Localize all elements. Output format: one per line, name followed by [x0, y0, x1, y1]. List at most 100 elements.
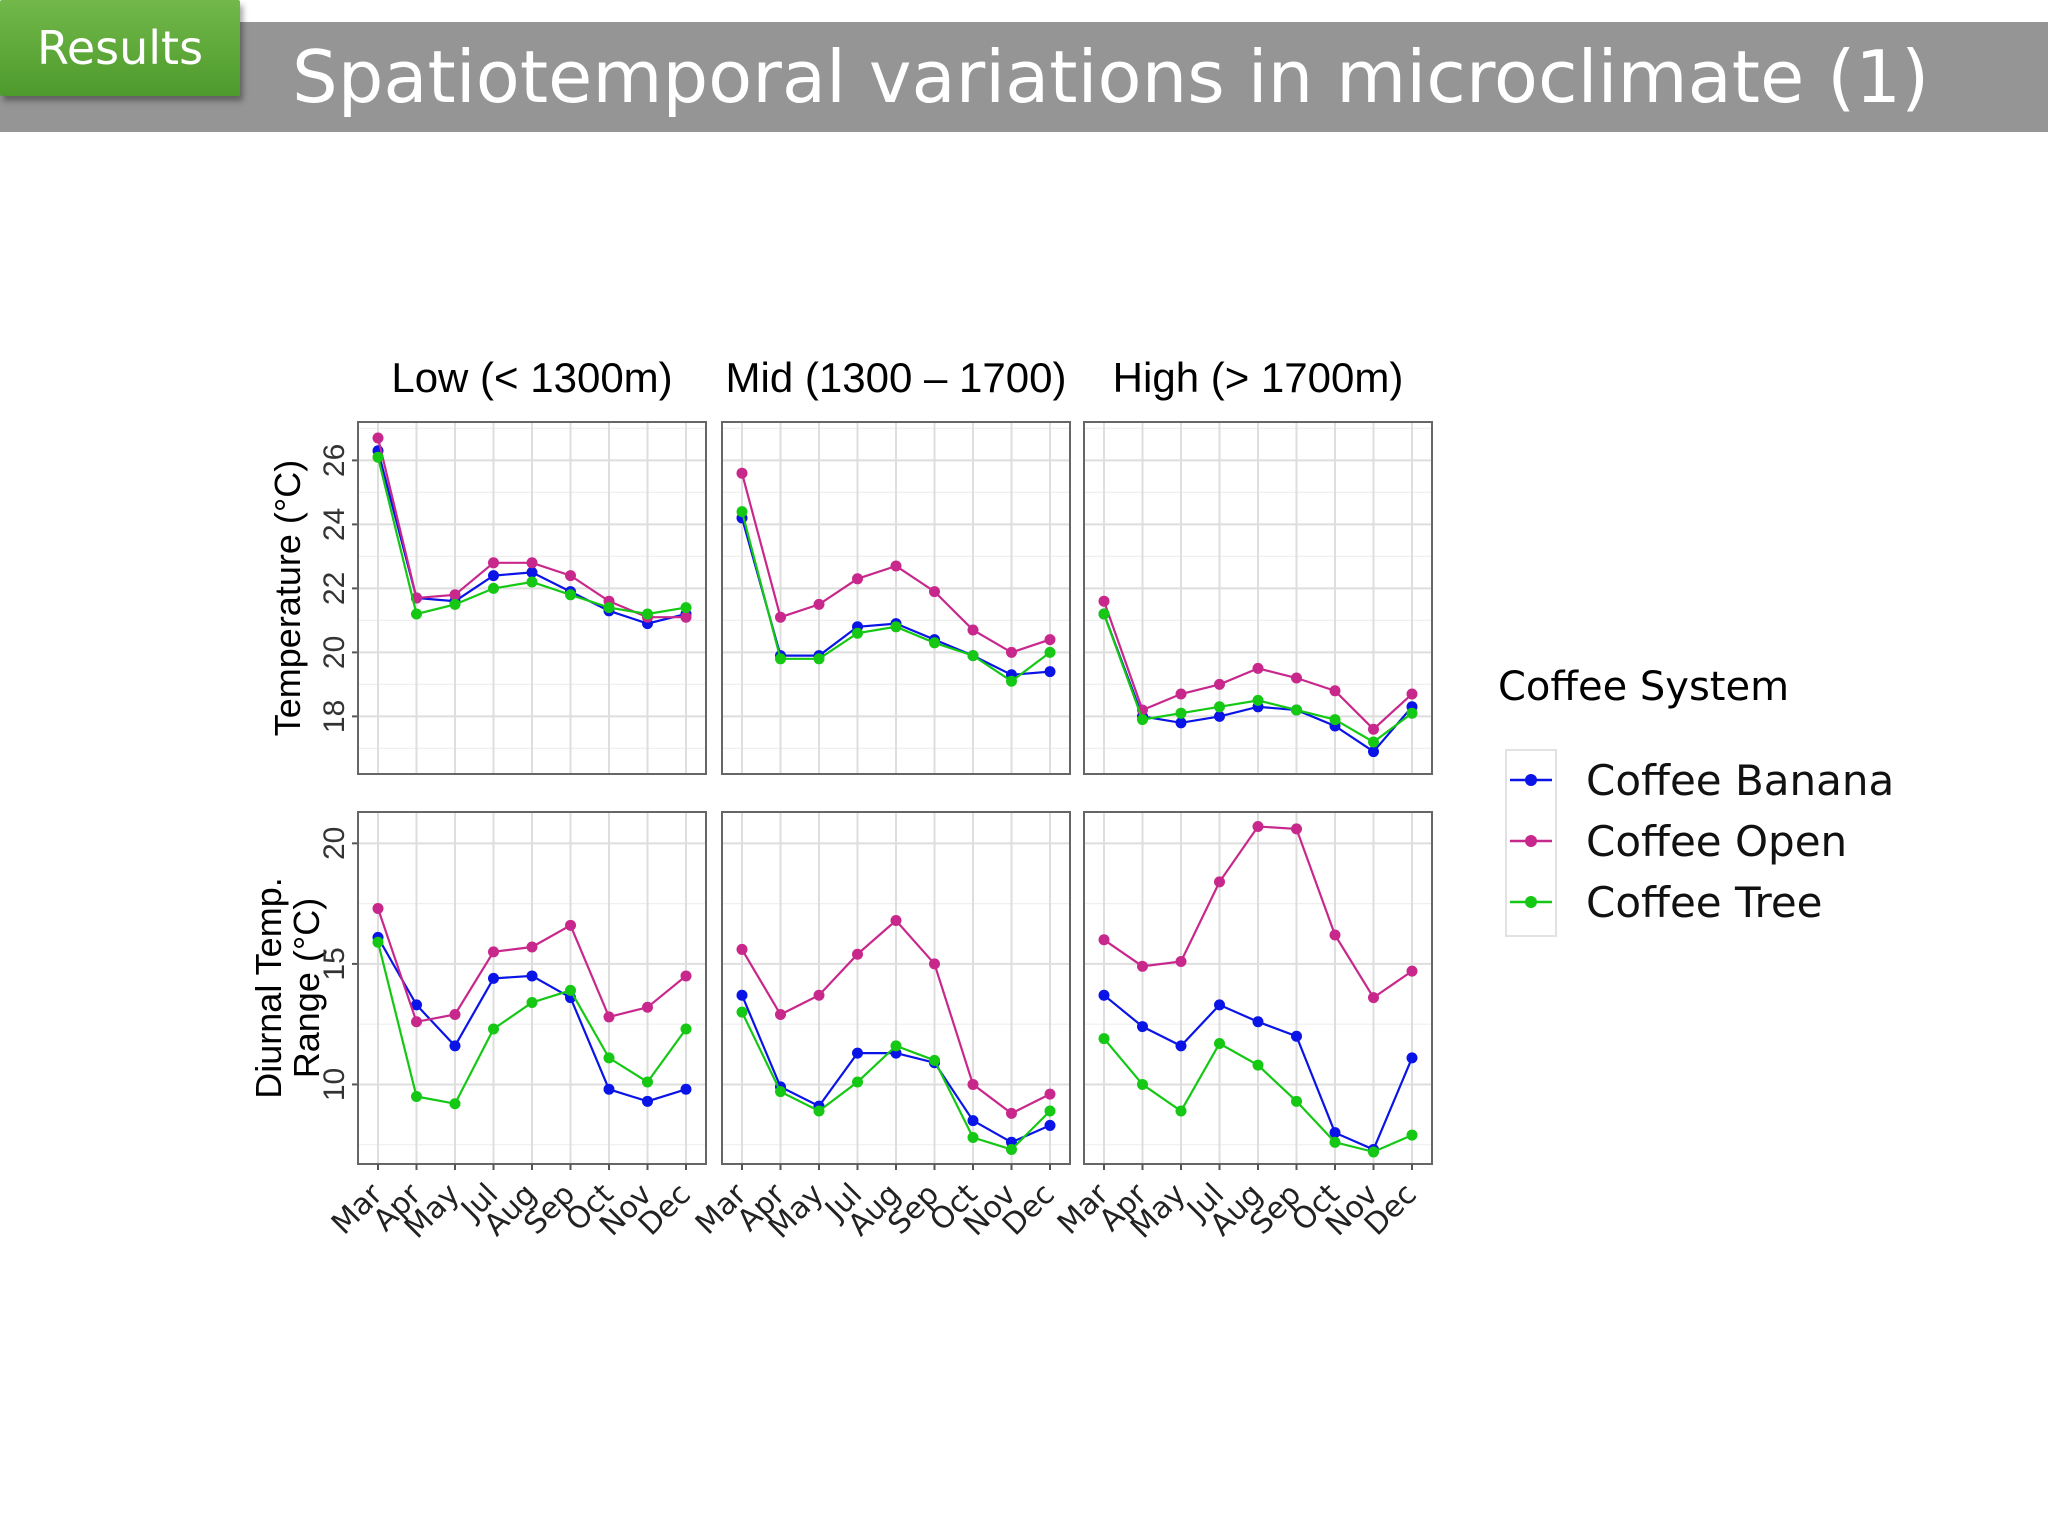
panel-border — [721, 421, 1071, 775]
data-point-coffee-banana — [1214, 999, 1225, 1011]
data-point-coffee-tree — [852, 1076, 863, 1088]
data-point-coffee-tree — [680, 1023, 692, 1035]
data-point-coffee-tree — [449, 1098, 461, 1110]
legend-label-coffee-open: Coffee Open — [1586, 817, 1847, 866]
data-point-coffee-tree — [526, 996, 538, 1008]
data-point-coffee-tree — [929, 637, 940, 649]
data-point-coffee-tree — [1006, 675, 1017, 687]
data-point-coffee-tree — [967, 1131, 979, 1143]
data-point-coffee-open — [890, 560, 902, 572]
data-point-coffee-banana — [1098, 989, 1110, 1001]
data-point-coffee-open — [813, 989, 825, 1001]
data-point-coffee-banana — [488, 570, 499, 582]
panel-border — [357, 421, 707, 775]
legend-label-coffee-banana: Coffee Banana — [1586, 756, 1894, 805]
data-point-coffee-tree — [813, 653, 825, 665]
panel-border — [1083, 421, 1433, 775]
data-point-coffee-open — [449, 589, 461, 601]
y-axis-title-line: Temperature (°C) — [267, 460, 308, 736]
data-point-coffee-tree — [1098, 608, 1110, 620]
data-point-coffee-tree — [1368, 1146, 1379, 1158]
data-point-coffee-open — [372, 432, 384, 444]
y-tick-label: 20 — [318, 827, 351, 860]
data-point-coffee-banana — [1175, 1040, 1187, 1052]
data-point-coffee-open — [1006, 646, 1017, 658]
data-point-coffee-tree — [642, 608, 653, 620]
legend-key-point-coffee-banana — [1525, 774, 1537, 786]
y-tick-label: 18 — [318, 700, 351, 733]
data-point-coffee-open — [1329, 929, 1341, 941]
data-point-coffee-tree — [1044, 646, 1056, 658]
data-point-coffee-open — [852, 948, 863, 960]
data-point-coffee-open — [929, 586, 940, 598]
legend-key-point-coffee-open — [1525, 835, 1537, 847]
data-point-coffee-tree — [1098, 1033, 1110, 1045]
data-point-coffee-open — [488, 946, 499, 958]
data-point-coffee-tree — [449, 598, 461, 610]
data-point-coffee-open — [1406, 688, 1418, 700]
data-point-coffee-banana — [1252, 1016, 1264, 1028]
data-point-coffee-open — [929, 958, 940, 970]
data-point-coffee-open — [1368, 723, 1379, 735]
data-point-coffee-open — [565, 919, 576, 931]
data-point-coffee-tree — [1368, 736, 1379, 748]
facet-title-mid-1300-1700: Mid (1300 – 1700) — [726, 354, 1067, 401]
data-point-coffee-banana — [852, 1047, 863, 1059]
data-point-coffee-tree — [852, 627, 863, 639]
data-point-coffee-tree — [1291, 1095, 1302, 1107]
section-badge: Results — [0, 0, 240, 96]
data-point-coffee-open — [1291, 823, 1302, 835]
data-point-coffee-tree — [775, 1086, 786, 1098]
data-point-coffee-banana — [1214, 710, 1225, 722]
data-point-coffee-tree — [1329, 714, 1341, 726]
data-point-coffee-tree — [1252, 1059, 1264, 1071]
data-point-coffee-open — [449, 1009, 461, 1021]
data-point-coffee-open — [775, 611, 786, 623]
data-point-coffee-open — [1252, 820, 1264, 832]
data-point-coffee-banana — [1175, 717, 1187, 729]
data-point-coffee-tree — [1214, 1037, 1225, 1049]
data-point-coffee-tree — [1214, 701, 1225, 713]
data-point-coffee-open — [813, 598, 825, 610]
data-point-coffee-tree — [411, 1090, 422, 1102]
data-point-coffee-open — [1291, 672, 1302, 684]
title-bar — [0, 22, 2048, 132]
data-point-coffee-open — [1406, 965, 1418, 977]
data-point-coffee-tree — [603, 602, 615, 614]
data-point-coffee-banana — [526, 566, 538, 578]
data-point-coffee-banana — [1044, 1119, 1056, 1131]
data-point-coffee-open — [1252, 662, 1264, 674]
data-point-coffee-banana — [488, 972, 499, 984]
data-point-coffee-tree — [1137, 714, 1148, 726]
data-point-coffee-open — [1137, 960, 1148, 972]
data-point-coffee-banana — [1291, 1030, 1302, 1042]
data-point-coffee-tree — [372, 451, 384, 463]
data-point-coffee-open — [1044, 634, 1056, 646]
data-point-coffee-tree — [1044, 1105, 1056, 1117]
y-tick-label: 22 — [318, 572, 351, 605]
y-tick-label: 24 — [318, 508, 351, 541]
y-axis-title-line: Diurnal Temp. — [248, 877, 289, 1098]
data-point-coffee-tree — [890, 621, 902, 633]
data-point-coffee-open — [565, 570, 576, 582]
data-point-coffee-tree — [565, 589, 576, 601]
data-point-coffee-tree — [680, 602, 692, 614]
data-point-coffee-open — [1368, 992, 1379, 1004]
data-point-coffee-open — [890, 914, 902, 926]
data-point-coffee-banana — [967, 1115, 979, 1127]
legend-key-point-coffee-tree — [1525, 896, 1537, 908]
y-tick-label: 26 — [318, 444, 351, 477]
data-point-coffee-open — [1214, 876, 1225, 888]
data-point-coffee-banana — [1406, 1052, 1418, 1064]
data-point-coffee-open — [1098, 934, 1110, 946]
data-point-coffee-tree — [890, 1040, 902, 1052]
data-point-coffee-banana — [642, 1095, 653, 1107]
data-point-coffee-tree — [1006, 1144, 1017, 1156]
data-point-coffee-open — [736, 943, 748, 955]
y-tick-label: 20 — [318, 636, 351, 669]
data-point-coffee-tree — [1175, 1105, 1187, 1117]
data-point-coffee-banana — [526, 970, 538, 982]
data-point-coffee-tree — [603, 1052, 615, 1064]
data-point-coffee-banana — [736, 989, 748, 1001]
